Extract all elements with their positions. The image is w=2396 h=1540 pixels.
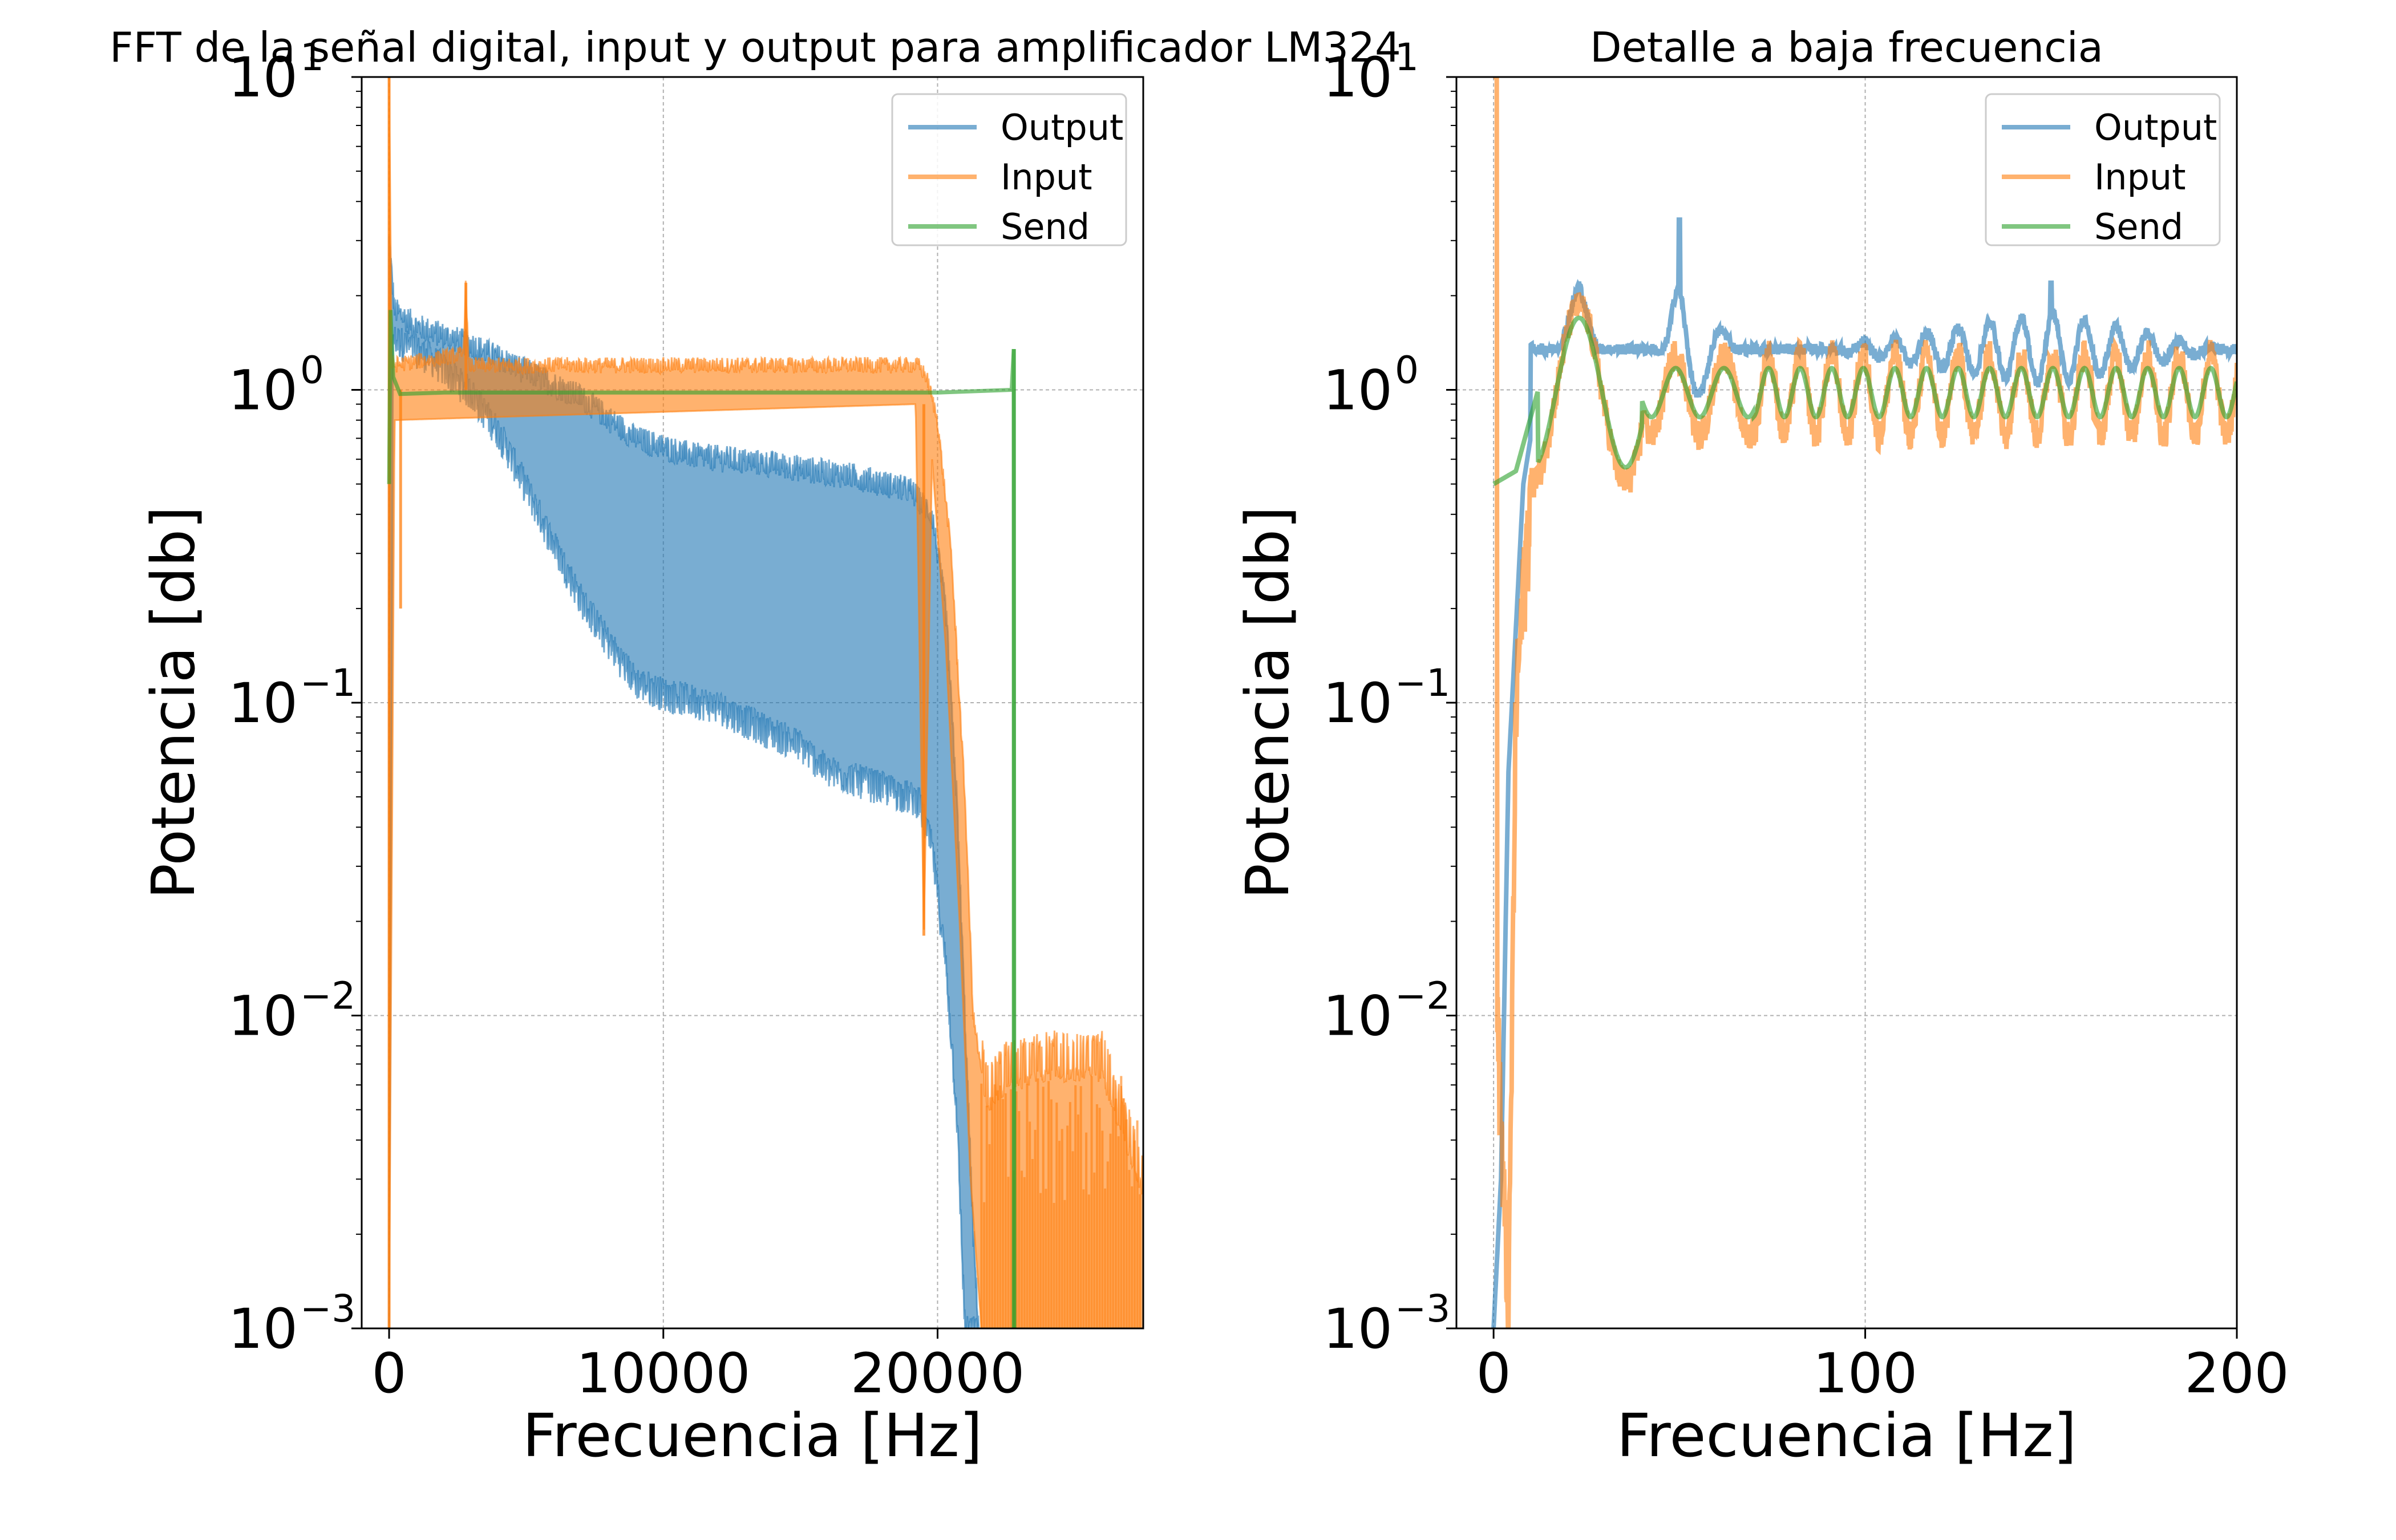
y-tick-exponent: −3 bbox=[1395, 1287, 1450, 1331]
left-plot-ylabel: Potencia [db] bbox=[139, 506, 208, 899]
x-tick-label: 10000 bbox=[576, 1342, 750, 1405]
series-area bbox=[1491, 77, 2237, 1328]
y-tick-label: 10 bbox=[228, 46, 298, 110]
right-plot-legend: Output Input Send bbox=[1985, 93, 2221, 248]
y-tick-exponent: 1 bbox=[300, 35, 324, 79]
y-tick-exponent: −3 bbox=[300, 1287, 355, 1331]
right-plot-ylabel: Potencia [db] bbox=[1233, 506, 1302, 899]
send-series-line bbox=[1492, 315, 2237, 487]
y-tick-label: 10 bbox=[228, 984, 298, 1048]
y-tick-exponent: 0 bbox=[1395, 348, 1419, 392]
y-tick-label: 10 bbox=[228, 359, 298, 423]
right-plot-series bbox=[1491, 77, 2237, 1328]
y-tick-label: 10 bbox=[1323, 46, 1393, 110]
y-tick-label: 10 bbox=[1323, 671, 1393, 735]
y-tick-exponent: −2 bbox=[300, 974, 355, 1018]
right-plot-title: Detalle a baja frecuencia bbox=[1590, 23, 2103, 71]
legend-label: Input bbox=[1001, 156, 1092, 198]
legend-label: Send bbox=[2094, 206, 2183, 248]
left-plot-xlabel: Frecuencia [Hz] bbox=[523, 1401, 983, 1470]
y-tick-label: 10 bbox=[1323, 984, 1393, 1048]
legend-label: Send bbox=[1001, 206, 1090, 248]
x-tick-label: 0 bbox=[1476, 1342, 1511, 1405]
y-tick-label: 10 bbox=[1323, 1297, 1393, 1361]
left-plot-title: FFT de la señal digital, input y output … bbox=[110, 23, 1401, 71]
series-area bbox=[387, 77, 1143, 1328]
y-tick-label: 10 bbox=[228, 671, 298, 735]
y-tick-exponent: −1 bbox=[1395, 661, 1450, 705]
output-series-line bbox=[1491, 217, 2237, 1328]
y-tick-label: 10 bbox=[1323, 359, 1393, 423]
y-tick-label: 10 bbox=[228, 1297, 298, 1361]
x-tick-label: 0 bbox=[372, 1342, 407, 1405]
legend-box bbox=[1985, 93, 2221, 246]
left-plot: FFT de la señal digital, input y output … bbox=[110, 23, 1401, 1470]
x-tick-label: 20000 bbox=[851, 1342, 1025, 1405]
legend-box bbox=[891, 93, 1127, 246]
legend-label: Output bbox=[1001, 107, 1123, 148]
left-plot-legend: Output Input Send bbox=[891, 93, 1127, 248]
legend-label: Output bbox=[2094, 107, 2217, 148]
y-tick-exponent: 1 bbox=[1395, 35, 1419, 79]
y-tick-exponent: −1 bbox=[300, 661, 355, 705]
x-tick-label: 100 bbox=[1813, 1342, 1917, 1405]
right-plot-xlabel: Frecuencia [Hz] bbox=[1617, 1401, 2077, 1470]
y-tick-exponent: −2 bbox=[1395, 974, 1450, 1018]
input-series-line bbox=[1494, 77, 2237, 1328]
right-plot-grid bbox=[1456, 76, 2237, 1329]
legend-label: Input bbox=[2094, 156, 2186, 198]
left-plot-series bbox=[387, 77, 1143, 1328]
y-tick-exponent: 0 bbox=[300, 348, 324, 392]
x-tick-label: 200 bbox=[2184, 1342, 2289, 1405]
